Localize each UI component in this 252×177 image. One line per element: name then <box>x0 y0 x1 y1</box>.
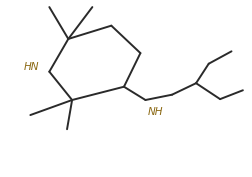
Text: NH: NH <box>147 107 163 116</box>
Text: HN: HN <box>24 62 39 72</box>
